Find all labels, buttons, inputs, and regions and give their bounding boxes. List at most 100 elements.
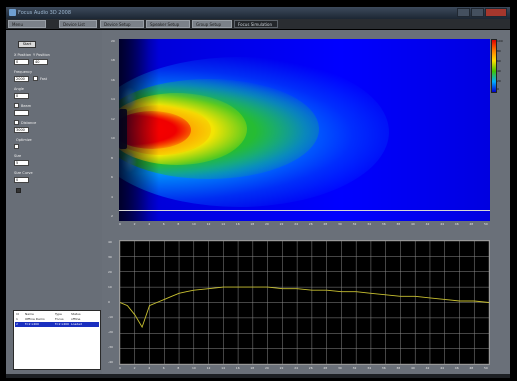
- heatmap-x-tick: 2: [133, 222, 136, 226]
- heatmap-x-tick: 14: [221, 222, 226, 226]
- tab-bar: Menu Device List Device Setup Speaker Se…: [6, 19, 510, 29]
- heatmap-y-tick: 16: [111, 77, 115, 82]
- heatmap-x-tick: 44: [440, 222, 445, 226]
- size-input[interactable]: 5: [14, 160, 29, 166]
- heatmap-x-tick: 6: [162, 222, 165, 226]
- y-position-input[interactable]: 40: [33, 59, 48, 65]
- lineplot-x-tick: 10: [192, 366, 196, 370]
- tab-device-list[interactable]: Device List: [59, 20, 97, 28]
- heatmap-x-tick: 34: [367, 222, 372, 226]
- lineplot-y-tick: 40: [108, 240, 112, 244]
- control-panel: Start X Position Y Position 0 40 Frequen…: [6, 30, 102, 374]
- angle-input[interactable]: 0: [14, 93, 29, 99]
- list-item-id: 2: [16, 322, 18, 326]
- colorbar-label: 40: [497, 69, 501, 73]
- series-line: [120, 286, 489, 329]
- colorbar-label: 20: [497, 79, 501, 83]
- heatmap-x-tick: 12: [206, 222, 211, 226]
- list-item-name: Offline Demo: [25, 317, 45, 321]
- fast-checkbox[interactable]: [33, 76, 38, 81]
- frequency-label: Frequency: [14, 70, 33, 74]
- list-item-type: f=2 x400: [55, 322, 69, 326]
- lineplot-x-tick: 48: [469, 366, 474, 370]
- level-line-plot[interactable]: [119, 240, 490, 365]
- size-curve-input[interactable]: 0: [14, 177, 29, 183]
- heatmap-x-tick: 16: [235, 222, 240, 226]
- tab-group-setup[interactable]: Group Setup: [192, 20, 232, 28]
- minimize-button[interactable]: [457, 8, 470, 17]
- maximize-button[interactable]: [471, 8, 484, 17]
- lineplot-x-tick: 40: [411, 366, 415, 370]
- beam-checkbox[interactable]: [14, 103, 19, 108]
- lineplot-x-tick: 26: [308, 366, 313, 370]
- angle-label: Angle: [14, 87, 24, 91]
- device-list[interactable]: Id Name Type Status 1 Offline Demo Focus…: [13, 310, 101, 370]
- colorbar-label: 0: [497, 87, 499, 91]
- heatmap-x-tick: 50: [484, 222, 488, 226]
- fast-label: Fast: [40, 77, 48, 81]
- colorbar-label: 100: [497, 39, 503, 43]
- heatmap-x-tick: 42: [425, 222, 430, 226]
- heatmap-y-tick: 4: [111, 194, 113, 199]
- lineplot-x-tick: 12: [206, 366, 211, 370]
- lineplot-y-tick: 20: [108, 270, 112, 274]
- lineplot-y-tick: -30: [108, 345, 113, 349]
- list-header: Id Name Type Status: [15, 312, 99, 317]
- lineplot-x-tick: 2: [133, 366, 136, 370]
- lineplot-y-tick: 0: [108, 300, 110, 304]
- lineplot-y-tick: 30: [108, 255, 112, 259]
- window-title: Focus Audio 3D 2008: [18, 10, 72, 16]
- lineplot-y-tick: -20: [108, 330, 113, 334]
- distance-input[interactable]: 3000: [14, 127, 29, 133]
- heatmap-y-tick: 8: [111, 155, 113, 160]
- lineplot-x-tick: 30: [338, 366, 342, 370]
- measurement-line: [119, 210, 490, 211]
- lineplot-x-tick: 8: [177, 366, 180, 370]
- lineplot-y-tick: 10: [108, 285, 112, 289]
- list-item-status: Loaded: [71, 322, 82, 326]
- distance-checkbox[interactable]: [14, 120, 19, 125]
- lineplot-x-tick: 0: [119, 366, 121, 370]
- title-bar: Focus Audio 3D 2008: [6, 7, 510, 19]
- tab-menu[interactable]: Menu: [8, 20, 46, 28]
- lineplot-x-tick: 6: [162, 366, 165, 370]
- y-position-label: Y Position: [33, 53, 50, 57]
- list-item[interactable]: 1 Offline Demo Focus offline: [15, 317, 99, 322]
- size-curve-label: Size Curve: [14, 171, 33, 175]
- heatmap-x-tick: 0: [119, 222, 121, 226]
- list-item-selected[interactable]: 2 f=2 x400 f=2 x400 Loaded: [15, 322, 99, 327]
- colorbar-label: 60: [497, 59, 501, 63]
- tab-focus-simulation[interactable]: Focus Simulation: [234, 20, 278, 28]
- heatmap-x-tick: 24: [294, 222, 299, 226]
- heatmap-x-tick: 20: [265, 222, 269, 226]
- heatmap-x-tick: 30: [338, 222, 342, 226]
- sound-field-heatmap[interactable]: [119, 39, 490, 221]
- heatmap-x-tick: 18: [250, 222, 255, 226]
- x-position-input[interactable]: 0: [14, 59, 29, 65]
- lineplot-y-tick: -10: [108, 315, 113, 319]
- optimize-checkbox[interactable]: [14, 144, 19, 149]
- lineplot-x-tick: 42: [425, 366, 430, 370]
- heatmap-x-tick: 32: [352, 222, 357, 226]
- list-item-id: 1: [16, 317, 18, 321]
- heatmap-x-tick: 26: [308, 222, 313, 226]
- heatmap-x-tick: 8: [177, 222, 180, 226]
- heatmap-y-tick: 2: [111, 214, 113, 218]
- tab-device-setup[interactable]: Device Setup: [100, 20, 144, 28]
- close-button[interactable]: [485, 8, 507, 17]
- dark-back-zone: [119, 39, 159, 221]
- lineplot-x-tick: 38: [396, 366, 401, 370]
- tab-speaker-setup[interactable]: Speaker Setup: [146, 20, 190, 28]
- heatmap-x-tick: 48: [469, 222, 474, 226]
- start-button[interactable]: Start: [18, 41, 36, 48]
- beam-input[interactable]: [14, 110, 29, 116]
- heatmap-y-tick: 18: [111, 58, 115, 63]
- status-bar: [6, 374, 510, 378]
- app-icon: [9, 9, 16, 16]
- list-col-status: Status: [71, 312, 81, 316]
- lineplot-x-tick: 14: [221, 366, 226, 370]
- list-col-name: Name: [25, 312, 34, 316]
- heatmap-x-tick: 10: [192, 222, 196, 226]
- frequency-input[interactable]: 2000: [14, 76, 29, 82]
